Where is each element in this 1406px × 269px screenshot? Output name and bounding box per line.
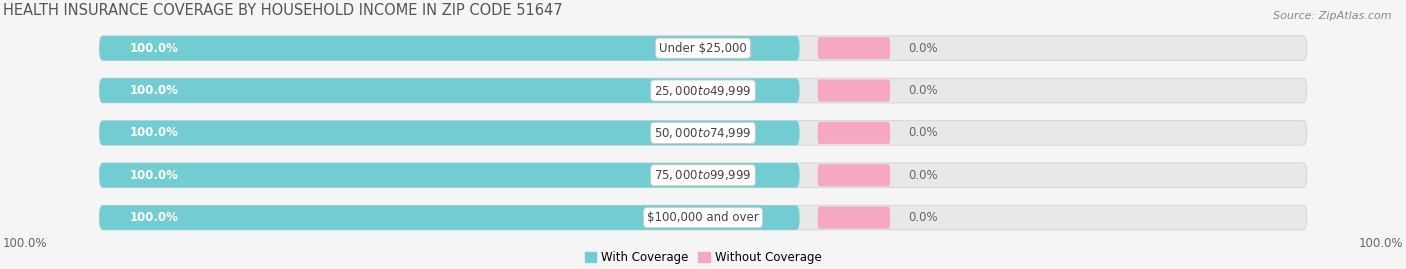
Text: $25,000 to $49,999: $25,000 to $49,999 — [654, 84, 752, 98]
Text: Source: ZipAtlas.com: Source: ZipAtlas.com — [1274, 11, 1392, 21]
Text: 100.0%: 100.0% — [129, 126, 179, 139]
Text: 0.0%: 0.0% — [908, 169, 938, 182]
Text: 100.0%: 100.0% — [129, 211, 179, 224]
FancyBboxPatch shape — [100, 121, 800, 145]
FancyBboxPatch shape — [100, 121, 1306, 145]
Text: Under $25,000: Under $25,000 — [659, 42, 747, 55]
FancyBboxPatch shape — [818, 164, 890, 186]
Text: 100.0%: 100.0% — [129, 84, 179, 97]
FancyBboxPatch shape — [100, 205, 1306, 230]
FancyBboxPatch shape — [100, 78, 800, 103]
Text: $75,000 to $99,999: $75,000 to $99,999 — [654, 168, 752, 182]
Text: 0.0%: 0.0% — [908, 126, 938, 139]
FancyBboxPatch shape — [818, 207, 890, 229]
Text: 100.0%: 100.0% — [129, 42, 179, 55]
Text: 0.0%: 0.0% — [908, 211, 938, 224]
Text: 0.0%: 0.0% — [908, 42, 938, 55]
FancyBboxPatch shape — [100, 163, 1306, 187]
FancyBboxPatch shape — [100, 163, 800, 187]
Text: HEALTH INSURANCE COVERAGE BY HOUSEHOLD INCOME IN ZIP CODE 51647: HEALTH INSURANCE COVERAGE BY HOUSEHOLD I… — [3, 3, 562, 18]
FancyBboxPatch shape — [100, 36, 800, 61]
Legend: With Coverage, Without Coverage: With Coverage, Without Coverage — [579, 246, 827, 269]
Text: 100.0%: 100.0% — [1358, 237, 1403, 250]
Text: 100.0%: 100.0% — [3, 237, 48, 250]
FancyBboxPatch shape — [818, 37, 890, 59]
FancyBboxPatch shape — [100, 36, 1306, 61]
Text: 100.0%: 100.0% — [129, 169, 179, 182]
FancyBboxPatch shape — [818, 122, 890, 144]
FancyBboxPatch shape — [818, 80, 890, 102]
Text: $100,000 and over: $100,000 and over — [647, 211, 759, 224]
FancyBboxPatch shape — [100, 205, 800, 230]
FancyBboxPatch shape — [100, 78, 1306, 103]
Text: $50,000 to $74,999: $50,000 to $74,999 — [654, 126, 752, 140]
Text: 0.0%: 0.0% — [908, 84, 938, 97]
